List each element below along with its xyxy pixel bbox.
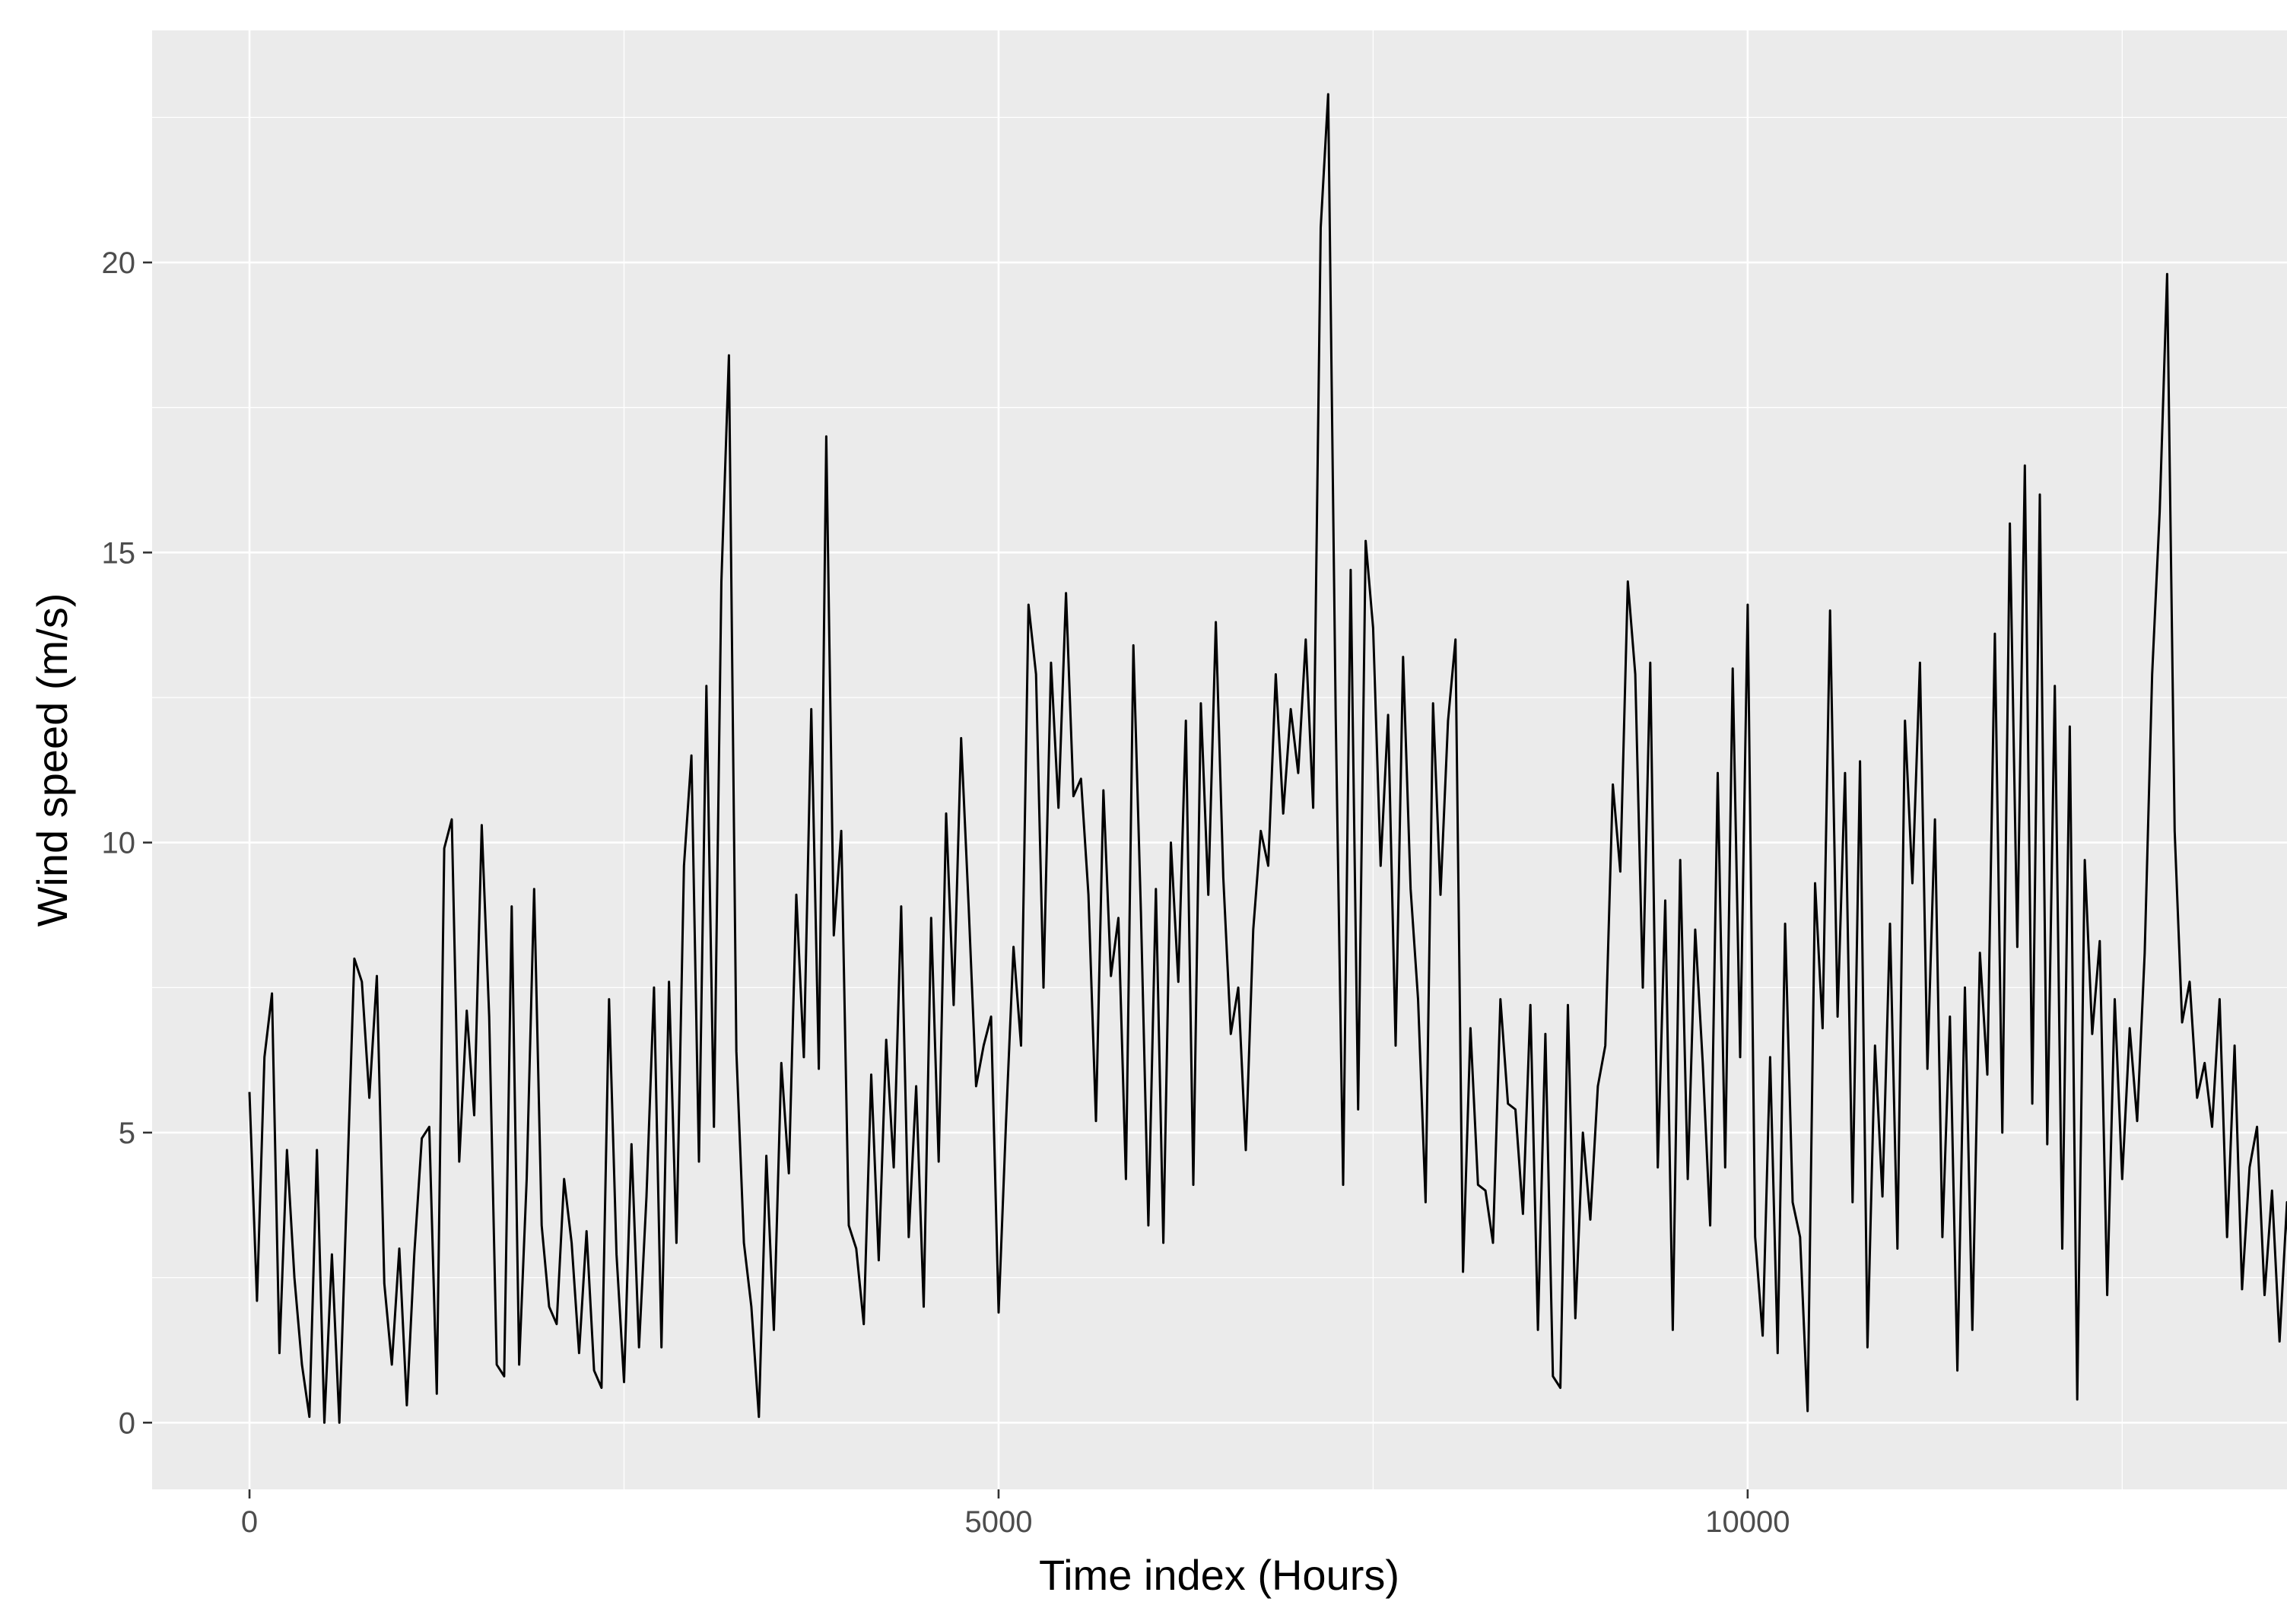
- minor-gridlines-x: [623, 30, 2123, 1489]
- x-tick-label: 0: [241, 1505, 258, 1539]
- series-line-wind-speed: [248, 93, 2287, 1424]
- x-tick-label: 10000: [1705, 1505, 1790, 1539]
- y-tick-label: 15: [102, 536, 136, 570]
- y-tick-label: 0: [119, 1406, 135, 1440]
- x-tick-label: 5000: [964, 1505, 1032, 1539]
- major-gridlines-y: [152, 261, 2287, 1424]
- major-gridlines-x: [248, 30, 1749, 1489]
- y-tick-label: 5: [119, 1117, 135, 1150]
- y-tick-label: 10: [102, 827, 136, 860]
- y-tick-label: 20: [102, 246, 136, 280]
- y-axis-ticks: 0 5 10 15 20: [102, 246, 152, 1440]
- x-axis-title: Time index (Hours): [1039, 1551, 1399, 1599]
- y-axis-title: Wind speed (m/s): [28, 593, 76, 927]
- minor-gridlines-y: [152, 116, 2287, 1279]
- x-axis-ticks: 0 5000 10000: [241, 1489, 1790, 1539]
